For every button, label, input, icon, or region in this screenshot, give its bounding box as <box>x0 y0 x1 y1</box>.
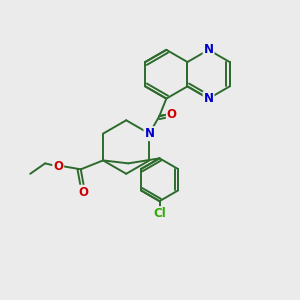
Text: N: N <box>144 127 154 140</box>
Text: N: N <box>204 92 214 105</box>
Text: O: O <box>79 186 89 199</box>
Text: O: O <box>167 108 177 121</box>
Text: Cl: Cl <box>153 207 166 220</box>
Text: O: O <box>53 160 63 173</box>
Text: N: N <box>204 43 214 56</box>
